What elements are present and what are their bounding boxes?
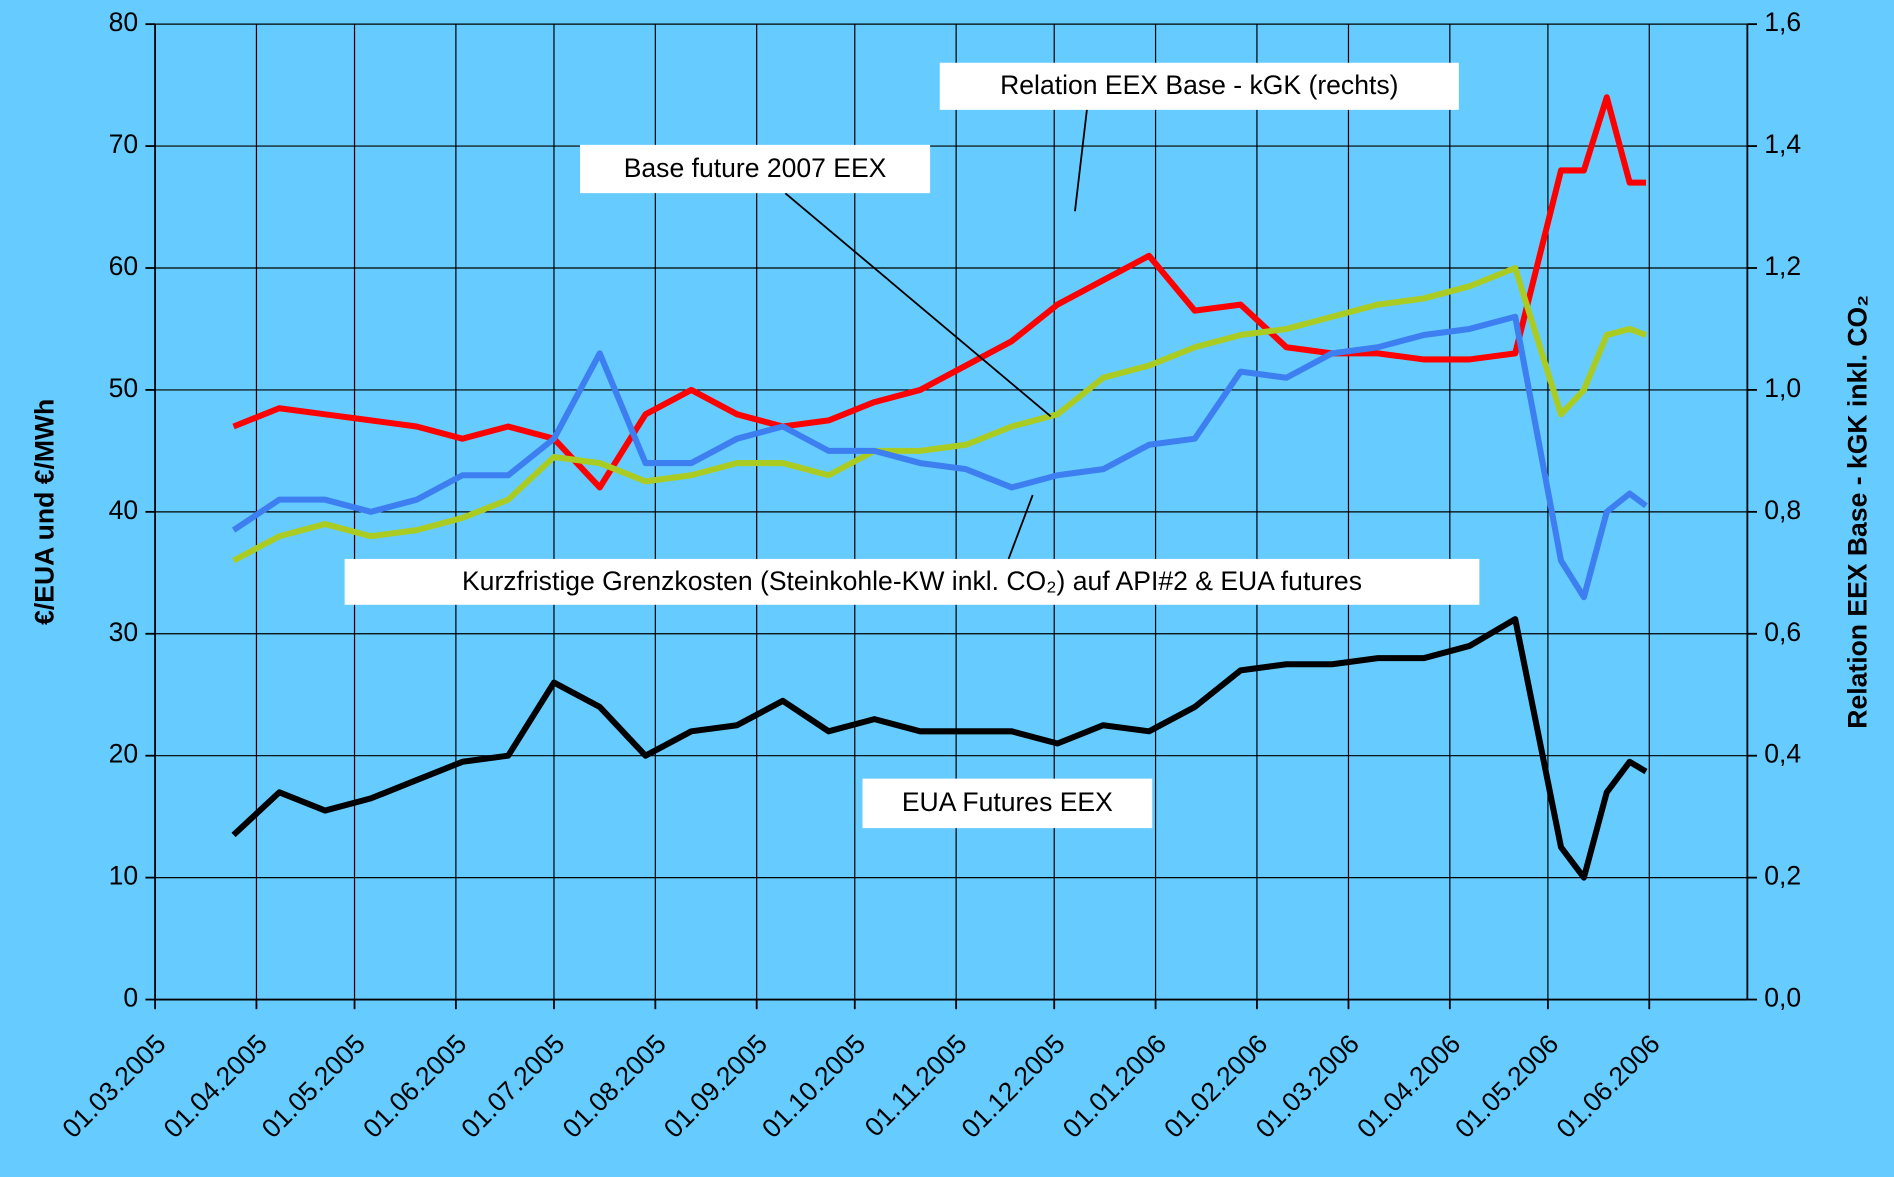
- y-tick-label: 20: [109, 739, 139, 769]
- y2-tick-label: 1,0: [1764, 373, 1801, 403]
- lines: [231, 94, 1648, 881]
- y-tick-label: 10: [109, 861, 139, 891]
- leader-line: [1007, 494, 1034, 560]
- annotation: Base future 2007 EEX: [624, 153, 887, 183]
- y2-tick-label: 0,2: [1764, 861, 1801, 891]
- y2-axis-label: Relation EEX Base - kGK inkl. CO₂: [1843, 295, 1873, 729]
- annotation: Relation EEX Base - kGK (rechts): [1000, 70, 1398, 100]
- annotation: EUA Futures EEX: [902, 787, 1113, 817]
- y-tick-label: 60: [109, 251, 139, 281]
- y-tick-label: 70: [109, 129, 139, 159]
- y2-tick-label: 0,4: [1764, 739, 1801, 769]
- y2-tick-label: 1,2: [1764, 251, 1801, 281]
- annotation-box: [939, 62, 1459, 110]
- leader-line: [784, 192, 1052, 418]
- y2-tick-label: 1,4: [1764, 129, 1801, 159]
- annotation-box: [862, 778, 1153, 829]
- y-tick-label: 40: [109, 495, 139, 525]
- annotations: Relation EEX Base - kGK (rechts) Base fu…: [344, 62, 1480, 829]
- y2-tick-label: 0,0: [1764, 983, 1801, 1013]
- series-line: [231, 313, 1648, 601]
- leader-line: [1074, 108, 1088, 212]
- series-line: [231, 616, 1648, 881]
- y-tick-label: 50: [109, 373, 139, 403]
- y-tick-label: 30: [109, 617, 139, 647]
- y-tick-label: 80: [109, 7, 139, 37]
- annotation-box: [580, 144, 931, 194]
- annotation-box: [344, 558, 1480, 605]
- series-line: [232, 94, 1647, 491]
- y2-tick-label: 0,8: [1764, 495, 1801, 525]
- y-tick-label: 0: [123, 983, 138, 1013]
- series-line: [232, 264, 1648, 564]
- y2-tick-label: 1,6: [1764, 7, 1801, 37]
- annotation: Kurzfristige Grenzkosten (Steinkohle-KW …: [462, 566, 1362, 596]
- y2-tick-label: 0,6: [1764, 617, 1801, 647]
- y-axis-label: €/EUA und €/MWh: [29, 399, 59, 625]
